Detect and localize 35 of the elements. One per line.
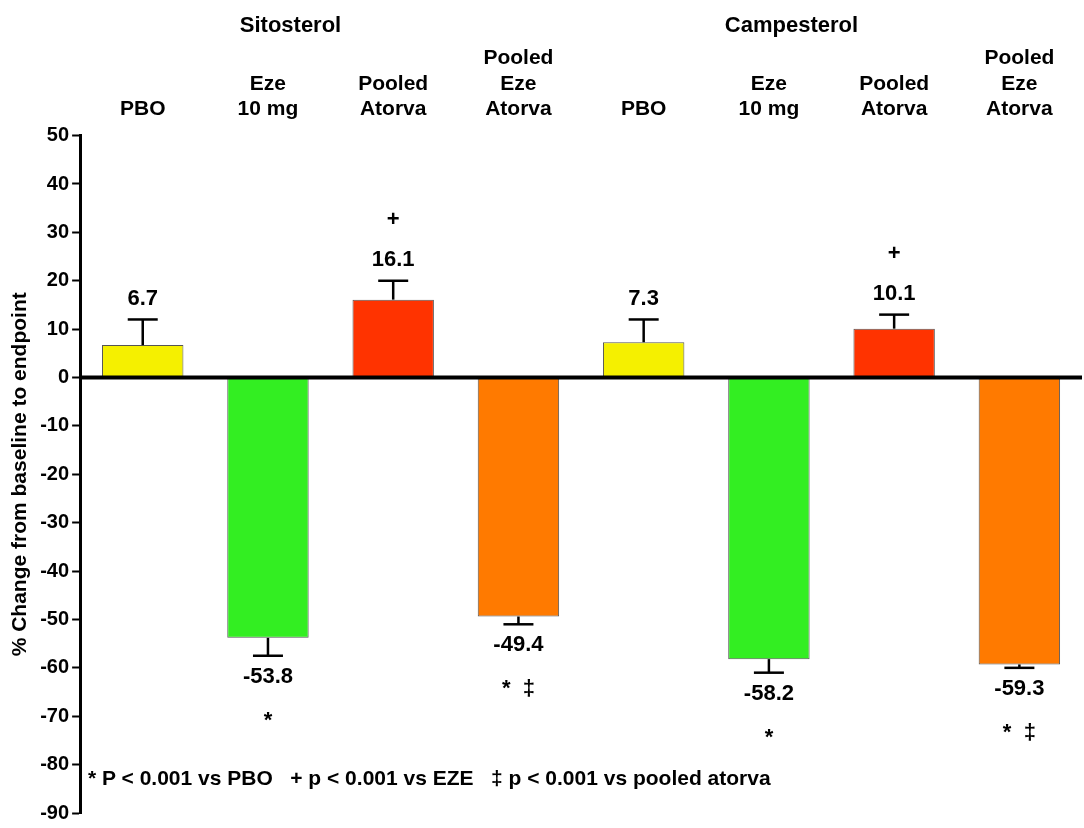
y-tick-label: -90 xyxy=(40,800,70,823)
y-tick-label: 0 xyxy=(57,365,70,388)
x-tick-label: Eze 10 mg xyxy=(237,70,299,119)
data-label: -53.8 * xyxy=(242,662,294,732)
y-tick-label: 40 xyxy=(46,171,70,194)
data-label: 6.7 xyxy=(127,284,159,310)
data-label: + 16.1 xyxy=(371,205,415,271)
x-tick-label: Pooled Atorva xyxy=(859,70,930,119)
data-label: -58.2 * xyxy=(743,679,794,749)
y-axis-title: % Change from baseline to endpoint xyxy=(7,292,31,657)
text: Sitosterol xyxy=(239,12,342,38)
x-tick-label: Pooled Eze Atorva xyxy=(483,45,554,119)
x-tick-label: PBO xyxy=(620,95,667,119)
x-tick-label: PBO xyxy=(119,95,166,119)
y-tick-label: -40 xyxy=(40,558,70,581)
text: Campesterol xyxy=(724,12,859,38)
y-tick-label: 20 xyxy=(46,268,70,291)
data-label: -59.3 * ‡ xyxy=(994,674,1045,744)
data-label: 7.3 xyxy=(628,284,659,310)
annotation: * P < 0.001 vs PBO + p < 0.001 vs EZE ‡ p < 0.001 vs pooled atorva xyxy=(88,765,771,789)
x-tick-label: Pooled Eze Atorva xyxy=(984,45,1055,119)
y-tick-label: -50 xyxy=(40,606,70,629)
y-tick-label: -20 xyxy=(40,461,70,484)
y-tick-label: -80 xyxy=(40,752,70,775)
y-tick-label: -30 xyxy=(40,510,70,533)
y-tick-label: -10 xyxy=(40,413,70,436)
data-label: -49.4 * ‡ xyxy=(493,631,545,701)
x-tick-label: Pooled Atorva xyxy=(358,70,429,119)
y-tick-label: -70 xyxy=(40,703,70,726)
y-tick-label: 50 xyxy=(46,123,70,146)
y-tick-label: 30 xyxy=(46,219,70,242)
data-label: + 10.1 xyxy=(872,239,916,305)
y-tick-label: 10 xyxy=(46,316,70,339)
y-tick-label: -60 xyxy=(40,655,70,678)
x-tick-label: Eze 10 mg xyxy=(738,70,800,119)
